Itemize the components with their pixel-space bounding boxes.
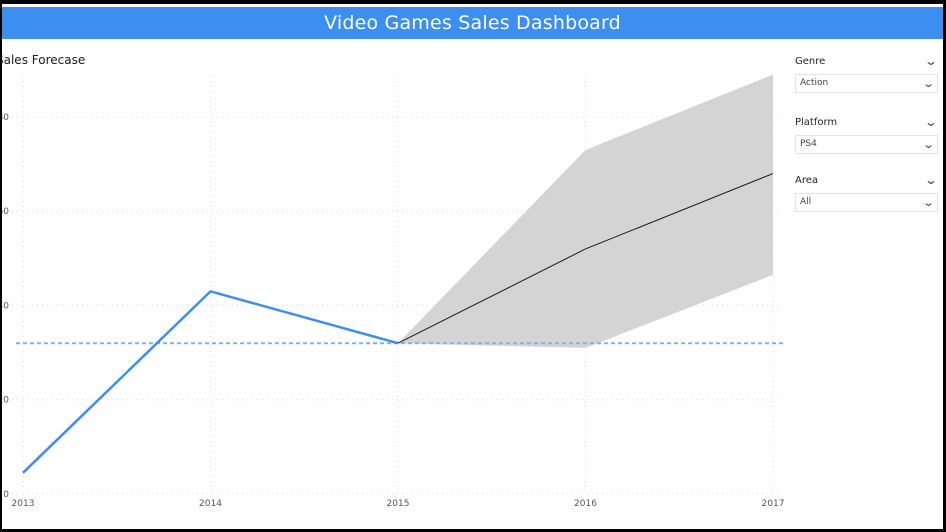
x-axis-tick-label: 2015 — [387, 499, 410, 509]
x-axis-tick-label: 2013 — [12, 499, 35, 509]
chevron-down-icon[interactable]: ⌄ — [921, 138, 935, 151]
actual-sales-line — [22, 289, 399, 474]
y-axis-tick-label: 20 — [2, 396, 9, 406]
report-canvas: Video Games Sales Dashboard Sales Foreca… — [2, 4, 943, 529]
area-dropdown-value: All — [800, 197, 812, 207]
genre-dropdown-value: Action — [800, 78, 829, 88]
platform-dropdown-value: PS4 — [800, 139, 817, 149]
confidence-band — [398, 74, 773, 348]
chevron-down-icon[interactable]: ⌄ — [921, 77, 935, 90]
area-slicer[interactable]: Area ⌄ All ⌄ — [795, 173, 939, 212]
x-axis-tick-label: 2016 — [574, 499, 597, 509]
area-slicer-header: Area ⌄ — [795, 173, 939, 189]
chevron-down-icon[interactable]: ⌄ — [921, 196, 935, 209]
y-axis-tick-label: 40 — [2, 301, 9, 311]
dashboard-title: Video Games Sales Dashboard — [324, 12, 621, 34]
y-axis-tick-label: 60 — [2, 207, 9, 217]
chart-title: Sales Forecase — [2, 53, 86, 67]
chevron-down-icon[interactable]: ⌄ — [923, 54, 939, 68]
area-slicer-label: Area — [795, 175, 819, 186]
y-axis-tick-label: 80 — [2, 113, 9, 123]
x-axis-tick-label: 2014 — [199, 499, 222, 509]
dashboard-header: Video Games Sales Dashboard — [2, 7, 943, 39]
genre-dropdown[interactable]: Action ⌄ — [795, 74, 938, 93]
chevron-down-icon[interactable]: ⌄ — [923, 115, 939, 129]
platform-dropdown[interactable]: PS4 ⌄ — [795, 135, 938, 154]
chevron-down-icon[interactable]: ⌄ — [923, 173, 939, 187]
y-axis-tick-label: 0 — [3, 490, 9, 500]
platform-slicer[interactable]: Platform ⌄ PS4 ⌄ — [795, 115, 939, 154]
genre-slicer[interactable]: Genre ⌄ Action ⌄ — [795, 54, 939, 93]
genre-slicer-label: Genre — [795, 56, 826, 67]
platform-slicer-label: Platform — [795, 117, 838, 128]
x-axis-tick-label: 2017 — [762, 499, 785, 509]
forecast-line — [397, 173, 774, 344]
genre-slicer-header: Genre ⌄ — [795, 54, 939, 70]
sales-forecast-chart[interactable]: 2013 2014 2015 2016 2017 0 20 40 60 80 — [2, 4, 943, 529]
platform-slicer-header: Platform ⌄ — [795, 115, 939, 131]
area-dropdown[interactable]: All ⌄ — [795, 193, 938, 212]
